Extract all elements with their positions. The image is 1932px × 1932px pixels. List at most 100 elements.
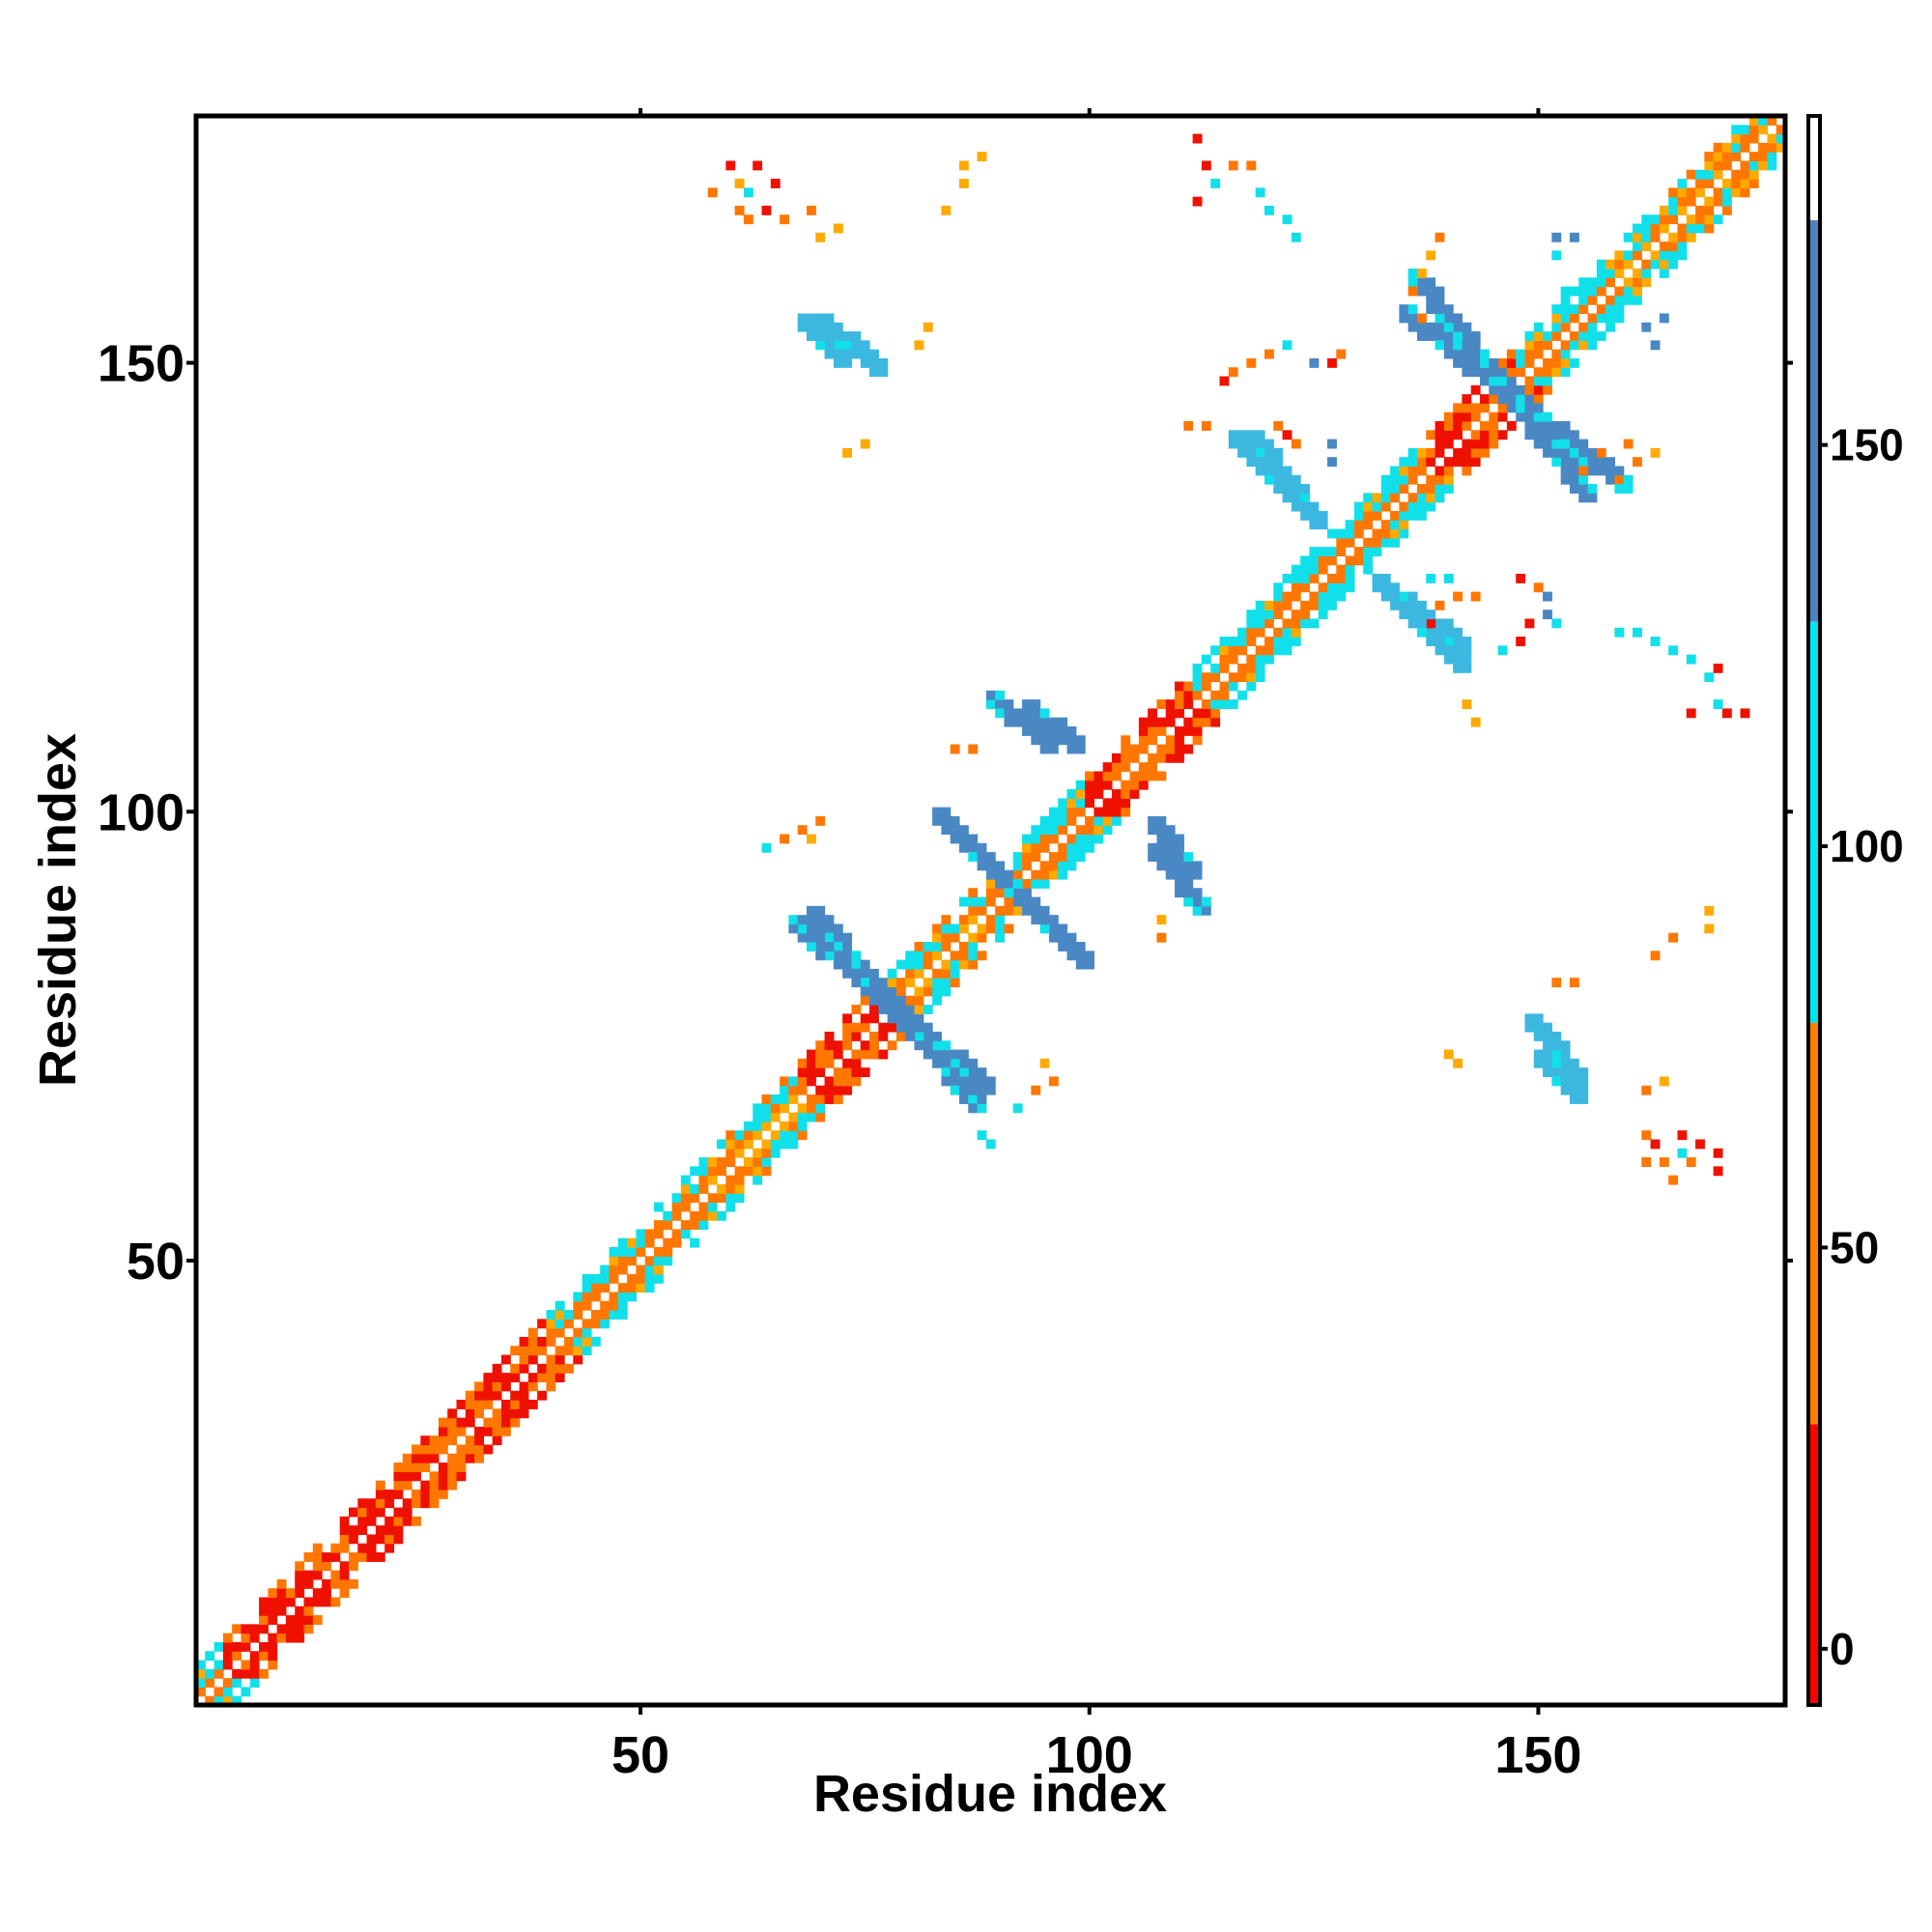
- heatmap-cell: [1282, 474, 1293, 485]
- heatmap-cell: [1264, 466, 1274, 476]
- heatmap-cell: [510, 1390, 521, 1401]
- heatmap-cell: [1309, 357, 1320, 368]
- heatmap-cell: [1721, 142, 1732, 153]
- heatmap-cell: [1273, 591, 1284, 602]
- heatmap-cell: [447, 1435, 458, 1446]
- heatmap-cell: [1740, 187, 1750, 198]
- heatmap-cell: [1659, 214, 1669, 225]
- heatmap-cell: [761, 1148, 772, 1158]
- heatmap-cell: [429, 1435, 440, 1446]
- heatmap-cell: [554, 1363, 565, 1374]
- heatmap-cell: [1416, 277, 1427, 288]
- heatmap-cell: [1399, 528, 1409, 539]
- heatmap-cell: [456, 1471, 467, 1482]
- heatmap-cell: [914, 1040, 924, 1051]
- heatmap-cell: [1085, 789, 1094, 799]
- heatmap-cell: [1426, 501, 1436, 512]
- heatmap-cell: [1614, 295, 1625, 305]
- heatmap-cell: [950, 951, 960, 961]
- heatmap-cell: [375, 1534, 385, 1545]
- heatmap-cell: [222, 1633, 233, 1643]
- heatmap-cell: [698, 1175, 709, 1185]
- heatmap-cell: [1650, 223, 1661, 234]
- heatmap-cell: [1012, 869, 1023, 880]
- heatmap-cell: [1192, 196, 1203, 207]
- heatmap-cell: [393, 1463, 404, 1472]
- heatmap-cell: [1578, 322, 1589, 332]
- heatmap-cell: [932, 807, 942, 817]
- heatmap-cell: [483, 1400, 494, 1409]
- heatmap-cell: [1085, 798, 1094, 809]
- heatmap-cell: [1345, 555, 1355, 566]
- heatmap-cell: [1453, 591, 1463, 602]
- heatmap-cell: [663, 1247, 673, 1257]
- heatmap-cell: [259, 1615, 269, 1625]
- heatmap-cell: [527, 1354, 538, 1365]
- heatmap-cell: [1075, 789, 1086, 799]
- heatmap-cell: [636, 1273, 646, 1284]
- heatmap-cell: [1228, 672, 1238, 683]
- heatmap-cell: [941, 1076, 952, 1087]
- heatmap-cell: [869, 1005, 879, 1014]
- heatmap-cell: [1443, 637, 1454, 646]
- heatmap-cell: [276, 1605, 287, 1616]
- heatmap-cell: [1201, 672, 1211, 683]
- heatmap-cell: [527, 1346, 538, 1356]
- heatmap-cell: [707, 1166, 718, 1177]
- heatmap-cell: [1633, 223, 1642, 234]
- heatmap-cell: [447, 1408, 458, 1419]
- heatmap-cell: [1156, 815, 1167, 826]
- heatmap-cell: [1075, 951, 1086, 961]
- heatmap-cell: [617, 1247, 628, 1257]
- heatmap-cell: [1058, 923, 1068, 934]
- heatmap-cell: [412, 1444, 421, 1455]
- heatmap-cell: [1058, 842, 1068, 853]
- heatmap-cell: [707, 187, 718, 198]
- heatmap-cell: [698, 1166, 709, 1177]
- heatmap-cell: [869, 367, 879, 378]
- heatmap-cell: [393, 1480, 404, 1491]
- heatmap-cell: [1066, 789, 1077, 799]
- heatmap-cell: [941, 986, 952, 997]
- heatmap-cell: [1524, 331, 1535, 341]
- heatmap-cell: [402, 1480, 412, 1491]
- heatmap-cell: [1543, 331, 1552, 341]
- heatmap-cell: [914, 1005, 924, 1014]
- heatmap-cell: [1094, 807, 1104, 817]
- heatmap-cell: [1291, 439, 1301, 449]
- heatmap-cell: [1677, 223, 1688, 234]
- heatmap-cell: [1435, 484, 1445, 494]
- heatmap-cell: [1407, 304, 1418, 315]
- heatmap-cell: [806, 322, 816, 332]
- heatmap-cell: [958, 1067, 969, 1078]
- heatmap-cell: [941, 1040, 952, 1051]
- heatmap-cell: [1219, 699, 1230, 709]
- heatmap-cell: [851, 968, 862, 979]
- heatmap-cell: [1641, 214, 1652, 225]
- heatmap-cell: [483, 1373, 494, 1383]
- colorbar-tick-label: 0: [1830, 1624, 1855, 1674]
- heatmap-cell: [1453, 340, 1463, 351]
- heatmap-cell: [780, 1130, 789, 1141]
- heatmap-cell: [1039, 725, 1050, 736]
- heatmap-cell: [1255, 430, 1265, 440]
- heatmap-cell: [1246, 430, 1257, 440]
- heatmap-cell: [384, 1516, 395, 1526]
- heatmap-cell: [1129, 744, 1140, 754]
- heatmap-cell: [1228, 430, 1238, 440]
- heatmap-cell: [1264, 457, 1274, 468]
- heatmap-cell: [653, 1220, 664, 1231]
- heatmap-cell: [1327, 582, 1337, 593]
- heatmap-cell: [698, 1202, 709, 1212]
- heatmap-cell: [1551, 457, 1562, 468]
- heatmap-cell: [1273, 627, 1284, 638]
- heatmap-cell: [1758, 160, 1769, 171]
- heatmap-cell: [833, 1085, 843, 1095]
- heatmap-cell: [1443, 573, 1454, 583]
- heatmap-cell: [1407, 591, 1418, 602]
- heatmap-cell: [815, 1040, 826, 1051]
- heatmap-cell: [780, 1103, 789, 1114]
- heatmap-cell: [958, 1085, 969, 1095]
- heatmap-cell: [285, 1624, 296, 1634]
